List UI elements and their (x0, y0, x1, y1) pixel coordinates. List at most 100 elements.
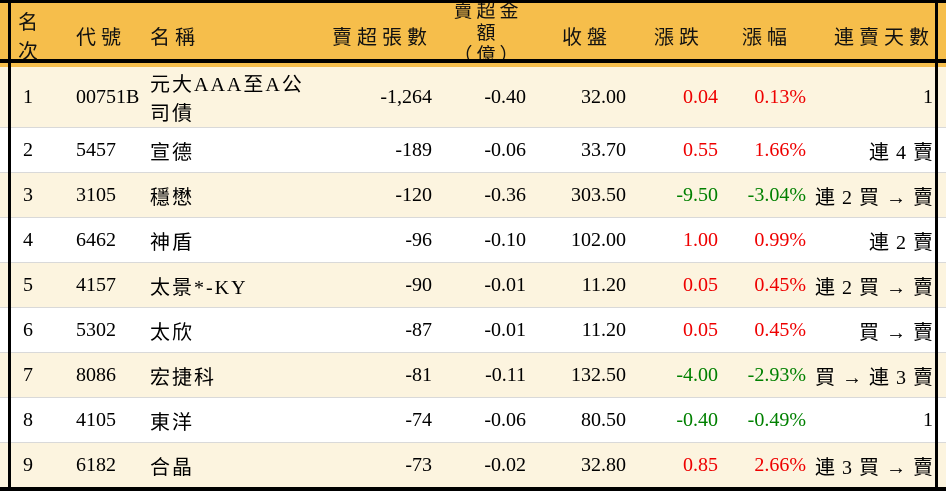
cell-code: 4105 (56, 397, 130, 443)
cell-code: 5457 (56, 127, 130, 173)
table-header: 名次 代號 名稱 賣超張數 賣超金額 （億） 收盤 漲跌 漲幅 連賣天數 (0, 0, 946, 67)
cell-name: 太欣 (130, 307, 310, 353)
cell-change: 0.55 (632, 127, 724, 173)
cell-code: 6462 (56, 217, 130, 263)
cell-close: 250.00 (532, 487, 632, 496)
cell-sell-amount: -0.06 (438, 397, 532, 443)
cell-code: 00751B (56, 67, 139, 128)
cell-change: -9.50 (632, 172, 724, 218)
cell-streak: 買 → 連 3 賣 (812, 352, 946, 398)
cell-code: 3105 (56, 172, 130, 218)
cell-change-pct: 0.45% (724, 307, 812, 353)
cell-rank: 1 (0, 67, 56, 128)
cell-sell-amount: -0.01 (438, 262, 532, 308)
cell-streak: 買 → 賣 (812, 307, 946, 353)
cell-sell-volume: -73 (310, 442, 438, 488)
cell-name: 元大AAA至A公司債 (130, 67, 310, 128)
cell-sell-amount: -0.01 (438, 307, 532, 353)
cell-rank: 5 (0, 262, 56, 308)
cell-close: 102.00 (532, 217, 632, 263)
cell-code: 4157 (56, 262, 130, 308)
cell-change: 8.50 (632, 487, 724, 496)
cell-change-pct: 2.66% (724, 442, 812, 488)
table-row: 6 5302 太欣 -87 -0.01 11.20 0.05 0.45% 買 →… (0, 307, 946, 353)
cell-change-pct: 0.13% (724, 67, 812, 128)
cell-sell-amount: -0.10 (438, 217, 532, 263)
cell-rank: 9 (0, 442, 56, 488)
cell-name: 金居 (130, 487, 310, 496)
col-header-code: 代號 (56, 0, 130, 67)
col-header-name: 名稱 (130, 0, 310, 67)
cell-change-pct: 1.66% (724, 127, 812, 173)
cell-close: 32.00 (532, 67, 632, 128)
cell-name: 宏捷科 (130, 352, 310, 398)
cell-change: 0.04 (632, 67, 724, 128)
cell-change-pct: 3.52% (724, 487, 812, 496)
cell-code: 8358 (56, 487, 130, 496)
cell-rank: 8 (0, 397, 56, 443)
cell-change-pct: 0.45% (724, 262, 812, 308)
cell-rank: 4 (0, 217, 56, 263)
col-header-change-pct: 漲幅 (724, 0, 812, 67)
cell-change: -0.40 (632, 397, 724, 443)
cell-streak: 連 2 買 → 賣 (812, 172, 946, 218)
cell-sell-amount: -0.36 (438, 172, 532, 218)
col-header-sell-amount-line1: 賣超金額 (453, 0, 523, 44)
cell-sell-volume: -96 (310, 217, 438, 263)
cell-streak: 連 3 買 → 賣 (812, 442, 946, 488)
col-header-sell-amount: 賣超金額 （億） (438, 0, 532, 67)
cell-name: 穩懋 (130, 172, 310, 218)
cell-rank: 3 (0, 172, 56, 218)
cell-change-pct: 0.99% (724, 217, 812, 263)
cell-change: 1.00 (632, 217, 724, 263)
cell-sell-volume: -74 (310, 397, 438, 443)
cell-change-pct: -3.04% (724, 172, 812, 218)
table-row: 1 00751B 元大AAA至A公司債 -1,264 -0.40 32.00 0… (0, 67, 946, 128)
cell-close: 33.70 (532, 127, 632, 173)
cell-rank: 7 (0, 352, 56, 398)
cell-close: 80.50 (532, 397, 632, 443)
cell-change: 0.05 (632, 307, 724, 353)
cell-sell-amount: -0.14 (438, 487, 532, 496)
cell-sell-amount: -0.40 (438, 67, 532, 128)
cell-rank: 2 (0, 127, 56, 173)
cell-code: 6182 (56, 442, 130, 488)
table-row: 8 4105 東洋 -74 -0.06 80.50 -0.40 -0.49% 1 (0, 397, 946, 443)
cell-sell-volume: -1,264 (310, 67, 438, 128)
cell-rank: 10 (0, 487, 56, 496)
cell-sell-volume: -120 (310, 172, 438, 218)
cell-streak: 連 2 買 → 賣 (812, 262, 946, 308)
col-header-streak: 連賣天數 (812, 0, 946, 67)
cell-sell-volume: -189 (310, 127, 438, 173)
cell-change: -4.00 (632, 352, 724, 398)
header-row: 名次 代號 名稱 賣超張數 賣超金額 （億） 收盤 漲跌 漲幅 連賣天數 (0, 0, 946, 67)
cell-close: 32.80 (532, 442, 632, 488)
cell-close: 132.50 (532, 352, 632, 398)
table-row: 2 5457 宣德 -189 -0.06 33.70 0.55 1.66% 連 … (0, 127, 946, 173)
cell-name: 東洋 (130, 397, 310, 443)
cell-change: 0.05 (632, 262, 724, 308)
table-row: 4 6462 神盾 -96 -0.10 102.00 1.00 0.99% 連 … (0, 217, 946, 263)
table-row: 9 6182 合晶 -73 -0.02 32.80 0.85 2.66% 連 3… (0, 442, 946, 488)
table-row: 10 8358 金居 -54 -0.14 250.00 8.50 3.52% 買… (0, 487, 946, 496)
cell-name: 神盾 (130, 217, 310, 263)
cell-streak: 買 → 賣 (812, 487, 946, 496)
col-header-rank: 名次 (0, 0, 56, 67)
cell-rank: 6 (0, 307, 56, 353)
cell-sell-amount: -0.06 (438, 127, 532, 173)
cell-sell-amount: -0.11 (438, 352, 532, 398)
cell-streak: 連 2 賣 (812, 217, 946, 263)
col-header-sell-volume: 賣超張數 (310, 0, 438, 67)
cell-sell-volume: -90 (310, 262, 438, 308)
col-header-change: 漲跌 (632, 0, 724, 67)
cell-change: 0.85 (632, 442, 724, 488)
table-row: 5 4157 太景*-KY -90 -0.01 11.20 0.05 0.45%… (0, 262, 946, 308)
cell-code: 8086 (56, 352, 130, 398)
cell-sell-volume: -87 (310, 307, 438, 353)
table-row: 3 3105 穩懋 -120 -0.36 303.50 -9.50 -3.04%… (0, 172, 946, 218)
col-header-sell-amount-line2: （億） (453, 44, 523, 66)
cell-sell-volume: -81 (310, 352, 438, 398)
cell-streak: 連 4 賣 (812, 127, 946, 173)
